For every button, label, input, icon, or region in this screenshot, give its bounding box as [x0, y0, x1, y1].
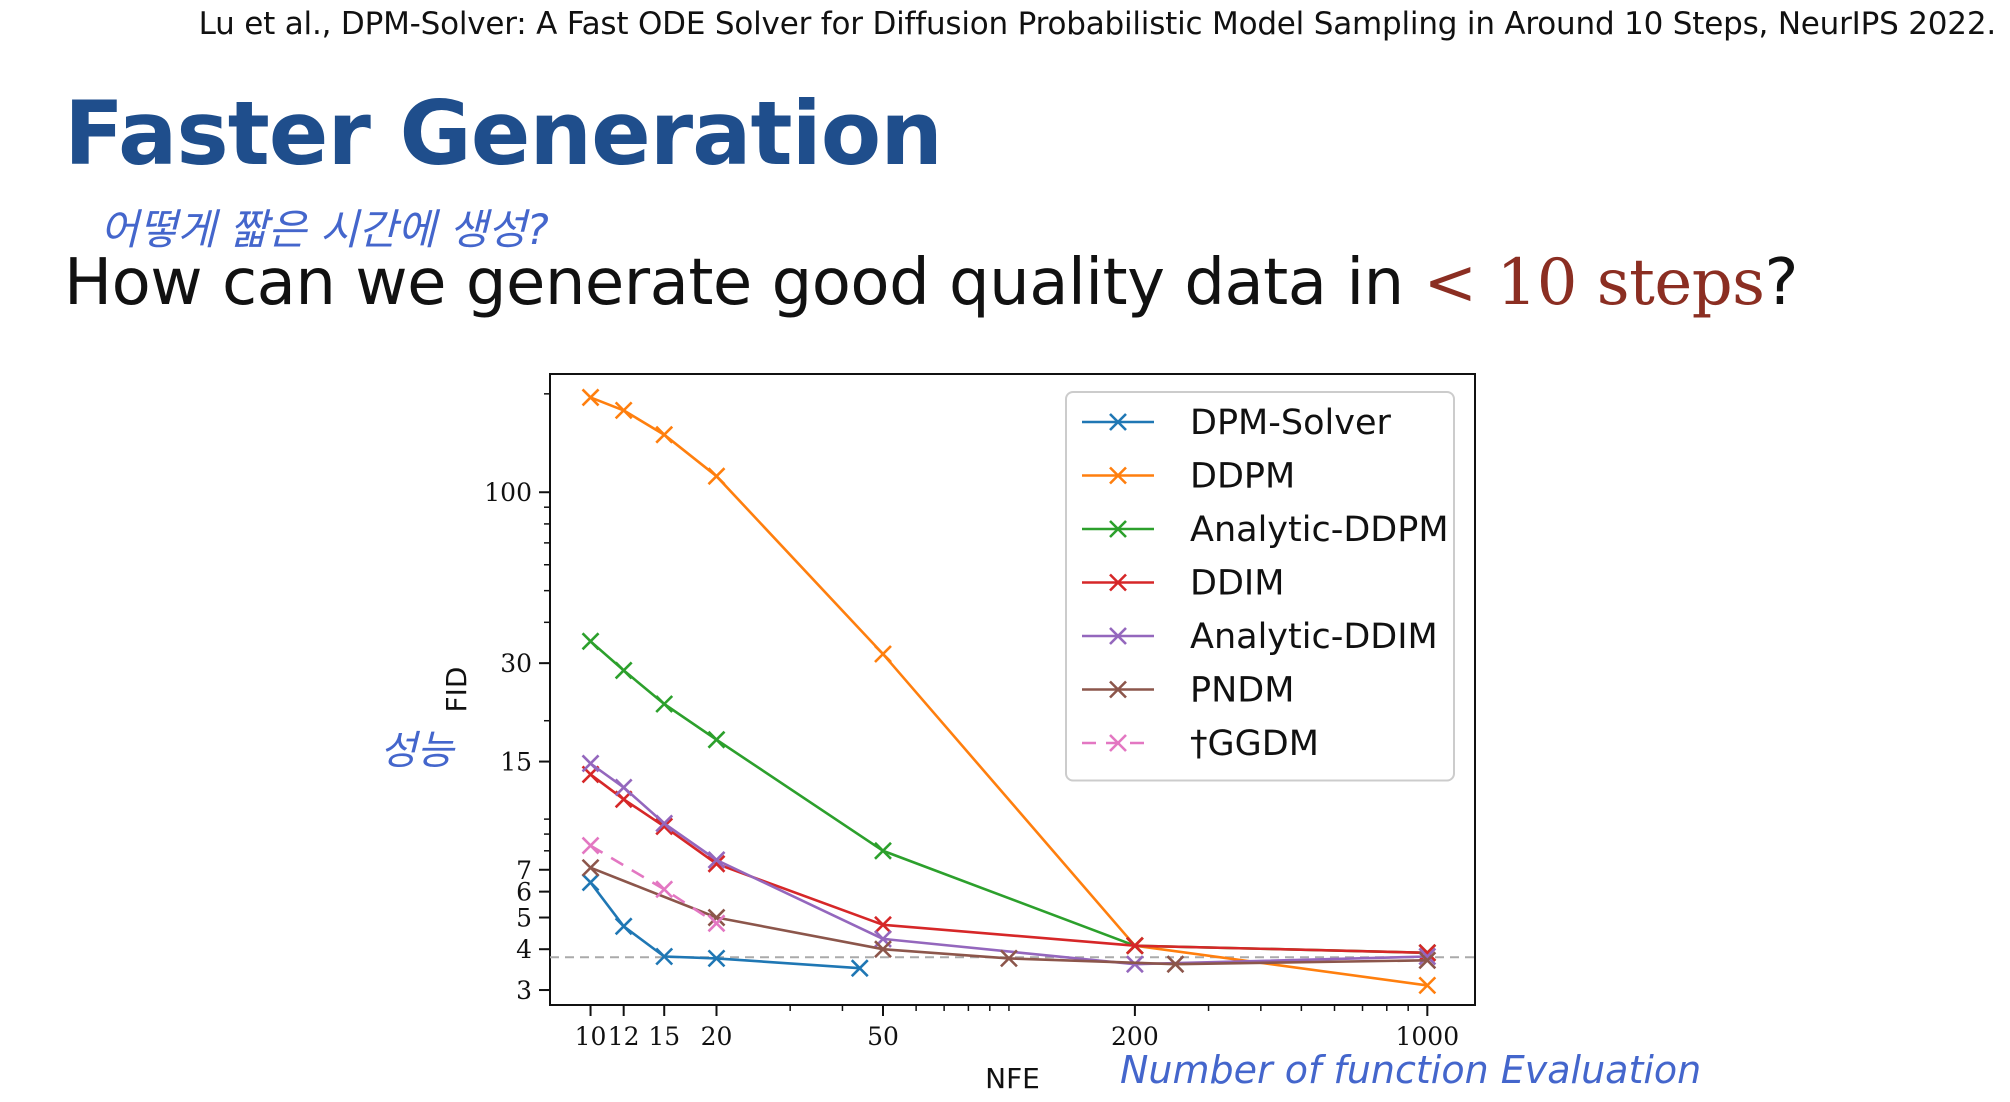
data-point-analytic-ddim-2: [655, 814, 674, 833]
data-point-analytic-ddim-0: [581, 754, 600, 773]
x-tick-label-20: 20: [701, 1022, 733, 1051]
data-point-ddpm-3: [707, 467, 726, 486]
data-point-pndm-0: [581, 858, 600, 877]
data-point-dpm-solver-3: [707, 949, 726, 968]
handwritten-note-korean: 어떻게 짧은 시간에 생성?: [100, 205, 549, 254]
question-suffix: ?: [1764, 246, 1799, 320]
legend-box: [1065, 391, 1455, 782]
y-axis-label: FID: [440, 667, 473, 713]
data-point-ddim-6: [1418, 943, 1437, 962]
x-tick-label-10: 10: [575, 1022, 607, 1051]
data-point-pndm-3: [1000, 949, 1018, 968]
slide-title: Faster Generation: [64, 82, 943, 185]
legend-label-analytic-ddim: Analytic-DDIM: [1190, 617, 1438, 657]
data-point-analytic-ddim-5: [1125, 955, 1144, 974]
data-point-ddpm-1: [614, 401, 633, 420]
legend-label-ddpm: DDPM: [1190, 457, 1295, 497]
data-point-ggdm-2: [707, 914, 726, 933]
y-tick-label-15: 15: [500, 748, 532, 777]
x-tick-label-12: 12: [608, 1022, 640, 1051]
data-point-analytic-ddim-1: [614, 778, 633, 797]
x-axis-label: NFE: [985, 1062, 1040, 1095]
data-point-analytic-ddpm-2: [655, 695, 674, 713]
x-tick-label-15: 15: [648, 1022, 680, 1051]
handwritten-note-nfe: Number of function Evaluation: [1120, 1048, 1702, 1092]
legend-marker-analytic-ddpm: [1109, 520, 1127, 538]
data-point-analytic-ddpm-4: [874, 841, 892, 860]
data-point-analytic-ddim-3: [707, 851, 726, 869]
y-tick-label-4: 4: [516, 935, 532, 964]
data-point-pndm-2: [874, 940, 892, 959]
data-point-dpm-solver-4: [850, 959, 869, 978]
data-point-ddim-4: [874, 915, 892, 934]
y-tick-label-3: 3: [516, 976, 532, 1005]
handwritten-note-fid: 성능: [380, 728, 454, 774]
legend-marker-ddpm: [1109, 466, 1127, 485]
legend-label-ddim: DDIM: [1190, 564, 1284, 604]
data-point-analytic-ddpm-3: [707, 730, 726, 749]
legend-marker-ddim: [1109, 573, 1127, 592]
data-point-analytic-ddim-6: [1418, 947, 1437, 966]
data-point-ddpm-4: [874, 645, 892, 663]
data-point-ddpm-6: [1418, 976, 1437, 995]
data-point-pndm-5: [1418, 951, 1437, 970]
y-tick-label-6: 6: [516, 878, 532, 907]
legend-label-pndm: PNDM: [1190, 671, 1294, 711]
data-point-ggdm-1: [655, 880, 674, 899]
question-text: How can we generate good quality data in…: [64, 246, 1798, 320]
legend-marker-dpm-solver: [1109, 413, 1127, 431]
legend-marker-pndm: [1109, 680, 1127, 699]
y-tick-label-5: 5: [516, 904, 532, 933]
legend-marker-analytic-ddim: [1109, 627, 1127, 645]
data-point-ddpm-0: [581, 388, 600, 407]
data-point-analytic-ddpm-0: [581, 632, 600, 651]
data-point-ddpm-2: [655, 425, 674, 444]
y-tick-label-30: 30: [500, 649, 532, 678]
legend-label-ggdm: †GGDM: [1190, 724, 1319, 764]
data-point-dpm-solver-1: [614, 917, 633, 936]
x-tick-label-1000: 1000: [1396, 1022, 1460, 1051]
legend-label-analytic-ddpm: Analytic-DDPM: [1190, 510, 1449, 550]
data-point-dpm-solver-2: [655, 947, 674, 966]
question-highlight: < 10 steps: [1423, 246, 1766, 320]
legend-label-dpm-solver: DPM-Solver: [1190, 403, 1391, 443]
data-point-dpm-solver-0: [581, 873, 600, 892]
data-point-pndm-1: [707, 908, 726, 927]
data-point-ddim-5: [1125, 936, 1144, 955]
question-prefix: How can we generate good quality data in: [64, 246, 1424, 320]
data-point-pndm-4: [1166, 955, 1185, 974]
legend-marker-ggdm: [1109, 734, 1127, 752]
data-point-ddim-3: [707, 854, 726, 873]
data-point-analytic-ddpm-1: [614, 661, 633, 680]
data-point-ddim-2: [655, 817, 674, 836]
x-tick-label-50: 50: [867, 1022, 899, 1051]
x-tick-label-200: 200: [1111, 1022, 1159, 1051]
citation: Lu et al., DPM-Solver: A Fast ODE Solver…: [198, 6, 1997, 42]
data-point-ggdm-0: [581, 836, 600, 855]
y-tick-label-7: 7: [516, 856, 532, 885]
y-tick-label-100: 100: [484, 478, 532, 507]
